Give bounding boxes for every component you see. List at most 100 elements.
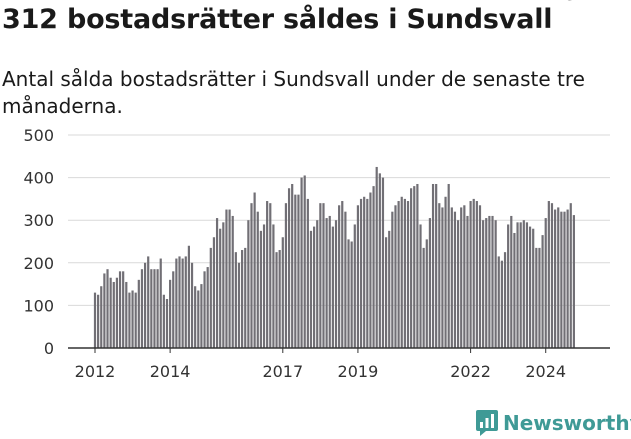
bar — [306, 198, 309, 348]
bar — [541, 235, 544, 348]
bar — [281, 237, 284, 348]
x-tick-label: 2024 — [525, 362, 566, 381]
bar — [143, 262, 147, 348]
bar — [256, 211, 259, 348]
bar — [557, 207, 560, 348]
bar — [403, 198, 406, 348]
x-tick-label: 2012 — [75, 362, 116, 381]
x-tick-label: 2022 — [450, 362, 491, 381]
bar — [194, 286, 197, 348]
bar — [234, 252, 237, 348]
bar — [341, 201, 344, 348]
bar — [563, 211, 566, 348]
bar — [147, 256, 150, 348]
bar — [212, 237, 216, 348]
bar — [547, 201, 550, 348]
y-tick-label: 300 — [23, 211, 54, 230]
bar — [478, 205, 482, 348]
bar — [247, 220, 250, 348]
bar — [538, 247, 541, 348]
brand-name: Newsworthy — [503, 411, 631, 435]
bar — [356, 205, 360, 348]
bar — [222, 222, 225, 348]
bar — [441, 207, 444, 348]
bar — [262, 224, 266, 348]
bar — [400, 196, 403, 348]
bar — [259, 230, 262, 348]
chart-title: 312 bostadsrätter såldes i Sundsvall — [2, 4, 553, 35]
bar — [287, 188, 291, 348]
bar — [513, 232, 516, 348]
bar — [269, 203, 272, 348]
bar — [456, 220, 460, 348]
bar — [516, 222, 519, 348]
bar — [178, 256, 181, 348]
bar — [266, 201, 269, 348]
bar — [134, 292, 137, 348]
bar — [350, 241, 353, 348]
bar — [488, 215, 491, 348]
bar — [250, 203, 253, 348]
bar — [359, 198, 363, 348]
x-tick-label: 2014 — [150, 362, 191, 381]
bar — [507, 224, 510, 348]
bar — [410, 188, 413, 348]
bar — [566, 209, 569, 348]
x-tick-label: 2017 — [262, 362, 303, 381]
bar — [519, 222, 522, 348]
bar — [122, 271, 125, 348]
bar — [453, 211, 457, 348]
bar — [466, 215, 469, 348]
bar — [225, 209, 228, 348]
bar — [416, 183, 419, 348]
bar — [125, 281, 128, 348]
bar — [381, 177, 385, 348]
y-tick-label: 200 — [23, 254, 54, 273]
bar — [153, 269, 156, 348]
bar — [419, 224, 422, 348]
bar — [294, 194, 297, 348]
bar — [372, 186, 375, 348]
bar — [328, 215, 331, 348]
bar — [560, 211, 563, 348]
bar — [200, 284, 203, 348]
bar — [510, 215, 513, 348]
bar — [131, 290, 134, 348]
bar — [482, 220, 485, 348]
highlight-value-label: 312 — [565, 0, 599, 5]
bar — [162, 294, 165, 348]
bar — [550, 203, 554, 348]
y-tick-label: 500 — [23, 126, 54, 145]
bar — [97, 294, 100, 348]
bar — [397, 201, 400, 348]
value-labels: 312 — [565, 0, 599, 5]
bar — [103, 273, 106, 348]
bar — [406, 201, 410, 348]
bar — [106, 269, 109, 348]
bar — [181, 258, 184, 348]
bar — [316, 220, 319, 348]
bar — [522, 220, 525, 348]
x-tick-label: 2019 — [338, 362, 379, 381]
bar — [309, 230, 313, 348]
bar — [231, 215, 234, 348]
bar — [169, 279, 172, 348]
bar — [253, 192, 256, 348]
bar — [128, 292, 131, 348]
bar — [353, 224, 356, 348]
y-tick-label: 0 — [44, 339, 54, 358]
bar — [528, 226, 532, 348]
bar — [297, 194, 300, 348]
bar — [319, 203, 322, 348]
bar — [197, 290, 200, 348]
newsworthy-brand[interactable]: Newsworthy — [476, 408, 631, 438]
bar — [497, 256, 500, 348]
bar — [237, 262, 241, 348]
bar — [322, 203, 325, 348]
chart-subtitle: Antal sålda bostadsrätter i Sundsvall un… — [2, 67, 585, 118]
bar — [159, 258, 162, 348]
bar — [172, 271, 175, 348]
bar — [394, 205, 397, 348]
bar — [428, 218, 432, 348]
